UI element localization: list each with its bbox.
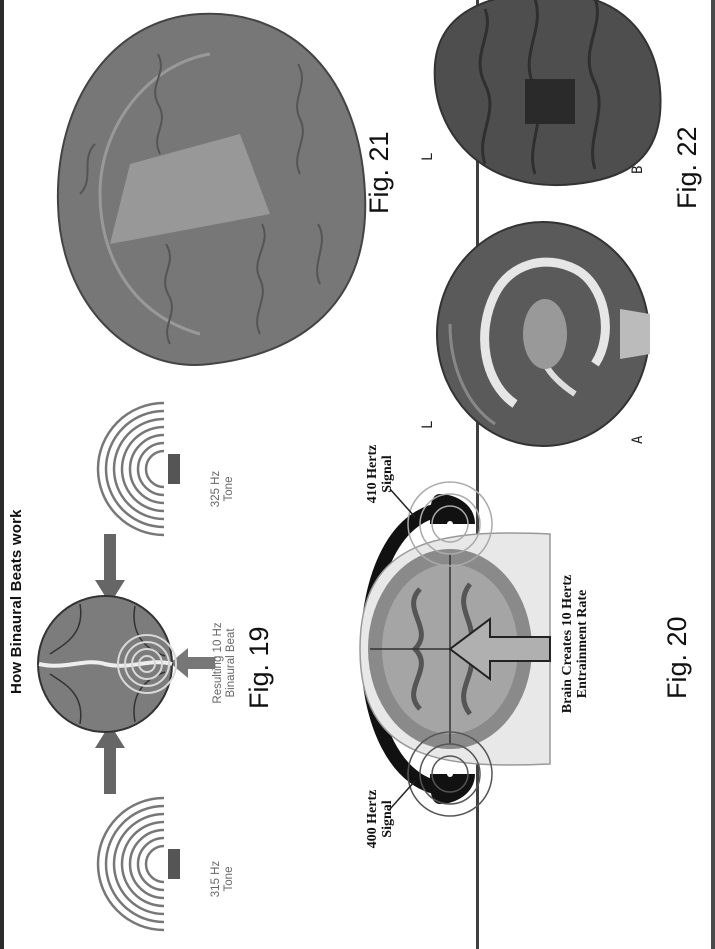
fig19-left-waves bbox=[60, 794, 180, 934]
speaker-icon bbox=[168, 849, 180, 879]
fig20-head-illustration bbox=[300, 499, 550, 799]
fig22-caption: Fig. 22 bbox=[672, 126, 703, 209]
fig22-brain-lateral-b bbox=[425, 0, 665, 194]
fig19-arrow-left bbox=[95, 724, 125, 794]
fig19-caption: Fig. 19 bbox=[244, 626, 275, 709]
fig19-brain-illustration bbox=[35, 594, 175, 734]
fig19-right-waves bbox=[60, 399, 180, 539]
fig20-entrainment-label: Brain Creates 10 HertzEntrainment Rate bbox=[560, 564, 590, 724]
fig20-caption: Fig. 20 bbox=[662, 616, 693, 699]
fig22-label-l-b: L bbox=[420, 153, 436, 161]
fig19-tone-left: 315 HzTone bbox=[210, 849, 236, 909]
fig22-brain-section-a bbox=[425, 214, 665, 454]
fig20-signal-left: 400 HertzSignal bbox=[365, 784, 395, 854]
fig22-label-l-a: L bbox=[420, 421, 436, 429]
fig21-caption: Fig. 21 bbox=[364, 131, 395, 214]
fig21-brain-render bbox=[40, 4, 370, 394]
fig20-signal-right: 410 HertzSignal bbox=[365, 439, 395, 509]
fig19-tone-right: 325 HzTone bbox=[210, 459, 236, 519]
fig22-label-b: B bbox=[630, 166, 646, 174]
fig22-label-a: A bbox=[630, 436, 646, 444]
speaker-icon bbox=[168, 454, 180, 484]
fig19-binaural-beat-label: Resulting 10 HzBinaural Beat bbox=[212, 613, 238, 713]
fig19-heading: How Binaural Beats work bbox=[8, 509, 25, 694]
